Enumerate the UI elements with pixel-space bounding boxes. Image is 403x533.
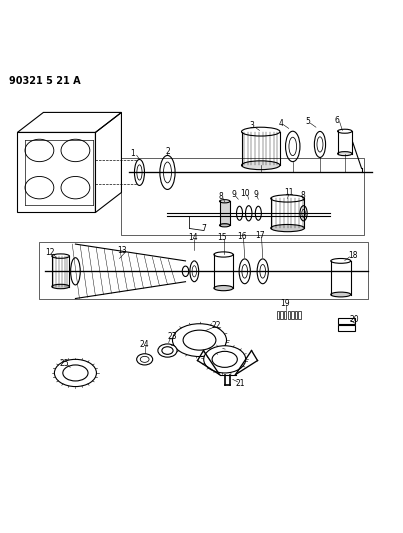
Ellipse shape	[241, 127, 280, 136]
Ellipse shape	[256, 206, 261, 220]
Ellipse shape	[160, 156, 175, 189]
Text: 90321 5 21 A: 90321 5 21 A	[9, 76, 81, 86]
Text: 17: 17	[255, 231, 264, 240]
Ellipse shape	[338, 129, 352, 133]
Bar	[339, 325, 355, 332]
Bar	[277, 311, 279, 319]
Ellipse shape	[271, 195, 304, 202]
Ellipse shape	[241, 161, 280, 169]
Ellipse shape	[71, 257, 80, 285]
Text: 7: 7	[201, 224, 206, 233]
Bar	[288, 311, 290, 319]
Ellipse shape	[214, 252, 233, 257]
Ellipse shape	[172, 324, 226, 357]
Ellipse shape	[220, 224, 230, 227]
Ellipse shape	[214, 286, 233, 290]
Ellipse shape	[162, 347, 173, 354]
Ellipse shape	[338, 151, 352, 156]
Ellipse shape	[183, 330, 216, 350]
Text: 19: 19	[280, 299, 290, 308]
Text: 21: 21	[236, 379, 245, 388]
Text: 8: 8	[218, 192, 223, 201]
Ellipse shape	[52, 284, 69, 289]
Ellipse shape	[212, 351, 237, 367]
Ellipse shape	[237, 206, 243, 220]
Ellipse shape	[245, 206, 252, 221]
Bar	[295, 311, 297, 319]
Ellipse shape	[271, 224, 304, 232]
Ellipse shape	[158, 344, 177, 357]
Ellipse shape	[331, 259, 351, 263]
Text: 12: 12	[46, 248, 55, 257]
Bar	[339, 318, 355, 324]
Text: 25: 25	[60, 359, 69, 368]
Text: 4: 4	[278, 119, 283, 128]
Ellipse shape	[204, 346, 246, 373]
Ellipse shape	[52, 254, 69, 259]
Bar	[284, 311, 287, 319]
Text: 9: 9	[232, 190, 237, 199]
Text: 20: 20	[349, 315, 359, 324]
Ellipse shape	[135, 159, 144, 185]
Ellipse shape	[220, 200, 230, 203]
Ellipse shape	[331, 292, 351, 297]
Ellipse shape	[54, 359, 96, 386]
Text: 5: 5	[305, 117, 310, 126]
Bar	[298, 311, 301, 319]
Text: 1: 1	[130, 149, 135, 158]
Ellipse shape	[300, 206, 307, 221]
Text: 13: 13	[117, 246, 127, 255]
Text: 2: 2	[165, 147, 170, 156]
Text: 10: 10	[240, 189, 249, 198]
Text: 14: 14	[189, 233, 198, 242]
Bar	[280, 311, 283, 319]
Ellipse shape	[190, 261, 199, 282]
Ellipse shape	[63, 365, 88, 381]
Text: 16: 16	[237, 232, 246, 241]
Ellipse shape	[239, 259, 250, 284]
Text: 11: 11	[284, 188, 293, 197]
Text: 15: 15	[218, 233, 227, 242]
Text: 23: 23	[168, 332, 177, 341]
Text: 9: 9	[253, 190, 258, 199]
Ellipse shape	[257, 259, 268, 284]
Text: 3: 3	[249, 121, 254, 130]
Text: 22: 22	[212, 321, 222, 330]
Text: 8: 8	[300, 191, 305, 200]
Text: 6: 6	[334, 116, 339, 125]
Text: 24: 24	[140, 340, 150, 349]
Ellipse shape	[182, 266, 189, 277]
Text: 18: 18	[348, 251, 357, 260]
Ellipse shape	[286, 131, 300, 161]
Ellipse shape	[137, 354, 153, 365]
Ellipse shape	[314, 132, 326, 157]
Bar	[291, 311, 293, 319]
